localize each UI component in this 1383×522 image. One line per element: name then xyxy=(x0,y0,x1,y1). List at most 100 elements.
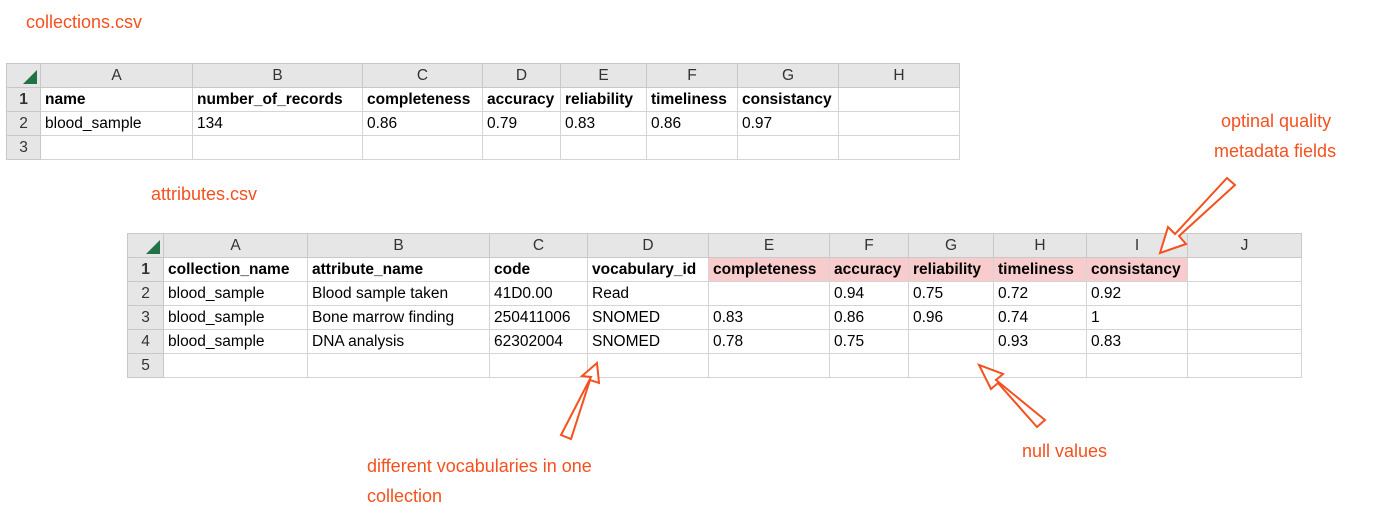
cell[interactable]: 0.75 xyxy=(829,329,909,354)
cell[interactable]: timeliness xyxy=(646,87,738,112)
highlighted-cell[interactable]: completeness xyxy=(708,257,830,282)
cell[interactable] xyxy=(40,135,193,160)
column-header[interactable]: J xyxy=(1187,233,1302,258)
column-header[interactable]: B xyxy=(192,63,363,88)
column-header[interactable]: E xyxy=(560,63,647,88)
row-number[interactable]: 3 xyxy=(6,135,41,160)
cell[interactable]: blood_sample xyxy=(163,305,308,330)
cell[interactable]: 1 xyxy=(1086,305,1188,330)
cell[interactable] xyxy=(1187,329,1302,354)
column-header[interactable]: D xyxy=(482,63,561,88)
cell[interactable] xyxy=(838,135,960,160)
cell[interactable]: DNA analysis xyxy=(307,329,490,354)
cell[interactable] xyxy=(362,135,483,160)
cell[interactable]: 0.86 xyxy=(362,111,483,136)
highlighted-cell[interactable]: timeliness xyxy=(993,257,1087,282)
cell[interactable] xyxy=(307,353,490,378)
cell[interactable] xyxy=(1086,353,1188,378)
cell[interactable] xyxy=(192,135,363,160)
cell[interactable]: 0.79 xyxy=(482,111,561,136)
cell[interactable] xyxy=(993,353,1087,378)
cell[interactable]: 0.72 xyxy=(993,281,1087,306)
cell[interactable] xyxy=(908,353,994,378)
cell[interactable]: 0.83 xyxy=(708,305,830,330)
row-number[interactable]: 1 xyxy=(6,87,41,112)
cell[interactable]: completeness xyxy=(362,87,483,112)
cell[interactable] xyxy=(163,353,308,378)
highlighted-cell[interactable]: accuracy xyxy=(829,257,909,282)
cell[interactable] xyxy=(1187,281,1302,306)
cell[interactable]: blood_sample xyxy=(163,329,308,354)
cell[interactable]: 0.86 xyxy=(646,111,738,136)
select-all-corner[interactable] xyxy=(6,63,41,88)
cell[interactable]: 0.92 xyxy=(1086,281,1188,306)
cell[interactable]: number_of_records xyxy=(192,87,363,112)
cell[interactable]: 0.93 xyxy=(993,329,1087,354)
highlighted-cell[interactable]: reliability xyxy=(908,257,994,282)
cell[interactable] xyxy=(708,281,830,306)
row-number[interactable]: 2 xyxy=(127,281,164,306)
cell[interactable]: reliability xyxy=(560,87,647,112)
column-header[interactable]: C xyxy=(362,63,483,88)
cell[interactable] xyxy=(587,353,709,378)
column-header[interactable]: H xyxy=(993,233,1087,258)
column-header[interactable]: G xyxy=(908,233,994,258)
row-number[interactable]: 5 xyxy=(127,353,164,378)
cell[interactable]: 0.83 xyxy=(1086,329,1188,354)
cell[interactable]: 41D0.00 xyxy=(489,281,588,306)
column-header[interactable]: D xyxy=(587,233,709,258)
cell[interactable]: 0.74 xyxy=(993,305,1087,330)
cell[interactable]: code xyxy=(489,257,588,282)
cell[interactable] xyxy=(708,353,830,378)
cell[interactable]: 134 xyxy=(192,111,363,136)
cell[interactable]: Read xyxy=(587,281,709,306)
highlighted-cell[interactable]: consistancy xyxy=(1086,257,1188,282)
cell[interactable]: name xyxy=(40,87,193,112)
column-header[interactable]: A xyxy=(163,233,308,258)
cell[interactable] xyxy=(482,135,561,160)
cell[interactable]: collection_name xyxy=(163,257,308,282)
cell[interactable] xyxy=(489,353,588,378)
cell[interactable] xyxy=(560,135,647,160)
select-all-corner[interactable] xyxy=(127,233,164,258)
row-number[interactable]: 4 xyxy=(127,329,164,354)
cell[interactable] xyxy=(1187,353,1302,378)
cell[interactable]: blood_sample xyxy=(163,281,308,306)
column-header[interactable]: F xyxy=(646,63,738,88)
cell[interactable] xyxy=(1187,257,1302,282)
column-header[interactable]: E xyxy=(708,233,830,258)
cell[interactable]: 0.75 xyxy=(908,281,994,306)
cell[interactable]: 62302004 xyxy=(489,329,588,354)
cell[interactable] xyxy=(737,135,839,160)
cell[interactable]: Bone marrow finding xyxy=(307,305,490,330)
column-header[interactable]: F xyxy=(829,233,909,258)
cell[interactable]: 0.86 xyxy=(829,305,909,330)
cell[interactable]: 0.97 xyxy=(737,111,839,136)
cell[interactable] xyxy=(829,353,909,378)
cell[interactable] xyxy=(838,87,960,112)
cell[interactable] xyxy=(1187,305,1302,330)
column-header[interactable]: B xyxy=(307,233,490,258)
cell[interactable] xyxy=(646,135,738,160)
cell[interactable] xyxy=(908,329,994,354)
cell[interactable]: SNOMED xyxy=(587,329,709,354)
cell[interactable]: blood_sample xyxy=(40,111,193,136)
column-header[interactable]: I xyxy=(1086,233,1188,258)
cell[interactable]: attribute_name xyxy=(307,257,490,282)
row-number[interactable]: 1 xyxy=(127,257,164,282)
cell[interactable]: vocabulary_id xyxy=(587,257,709,282)
row-number[interactable]: 3 xyxy=(127,305,164,330)
cell[interactable]: 0.96 xyxy=(908,305,994,330)
cell[interactable]: consistancy xyxy=(737,87,839,112)
column-header[interactable]: H xyxy=(838,63,960,88)
cell[interactable]: 0.83 xyxy=(560,111,647,136)
column-header[interactable]: A xyxy=(40,63,193,88)
cell[interactable]: accuracy xyxy=(482,87,561,112)
cell[interactable]: SNOMED xyxy=(587,305,709,330)
cell[interactable]: 0.94 xyxy=(829,281,909,306)
cell[interactable] xyxy=(838,111,960,136)
cell[interactable]: 250411006 xyxy=(489,305,588,330)
column-header[interactable]: C xyxy=(489,233,588,258)
row-number[interactable]: 2 xyxy=(6,111,41,136)
cell[interactable]: Blood sample taken xyxy=(307,281,490,306)
